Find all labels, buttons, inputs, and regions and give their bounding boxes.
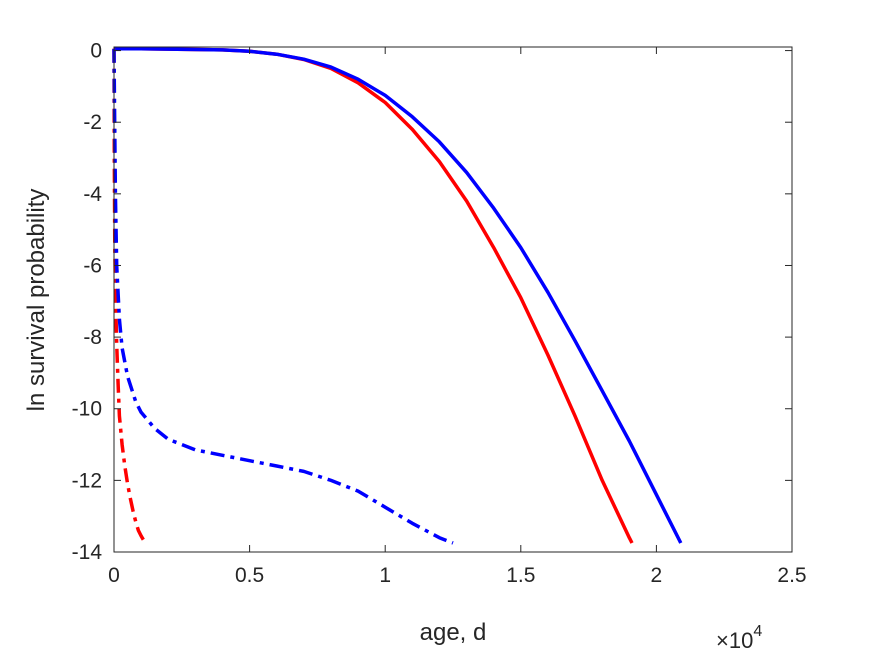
y-tick-label: -8 [83,326,102,349]
x-exponent-base: ×10 [716,628,753,653]
y-tick-label: -2 [83,111,102,134]
series-line-4-dashdot [112,48,454,545]
x-tick-label: 0 [108,564,120,587]
y-tick-label: -6 [83,254,102,277]
series-layer [112,47,683,545]
y-tick-label: -14 [72,541,103,564]
series-line-3-dashdot [112,48,148,545]
y-tick-label: 0 [90,40,102,63]
x-tick-label: 0.5 [235,564,264,587]
y-axis-label: ln survival probability [23,189,50,412]
y-tick-label: -10 [72,398,102,421]
plot-background [114,47,792,552]
series-line-2-solid [114,47,683,544]
x-tick-label: 2.5 [777,564,806,587]
x-axis-label: age, d [420,619,487,646]
y-tick-label: -4 [83,183,102,206]
plot-frame [113,46,793,553]
x-exponent-power: 4 [753,623,762,640]
x-tick-label: 1 [379,564,391,587]
x-tick-label: 1.5 [506,564,535,587]
x-exponent-label: ×104 [716,623,762,653]
tick-layer: 0 0.5 1 1.5 2 2.5 0 -2 -4 -6 -8 -10 -12 -14 [72,40,807,587]
x-tick-label: 2 [651,564,663,587]
y-tick-label: -12 [72,469,102,492]
